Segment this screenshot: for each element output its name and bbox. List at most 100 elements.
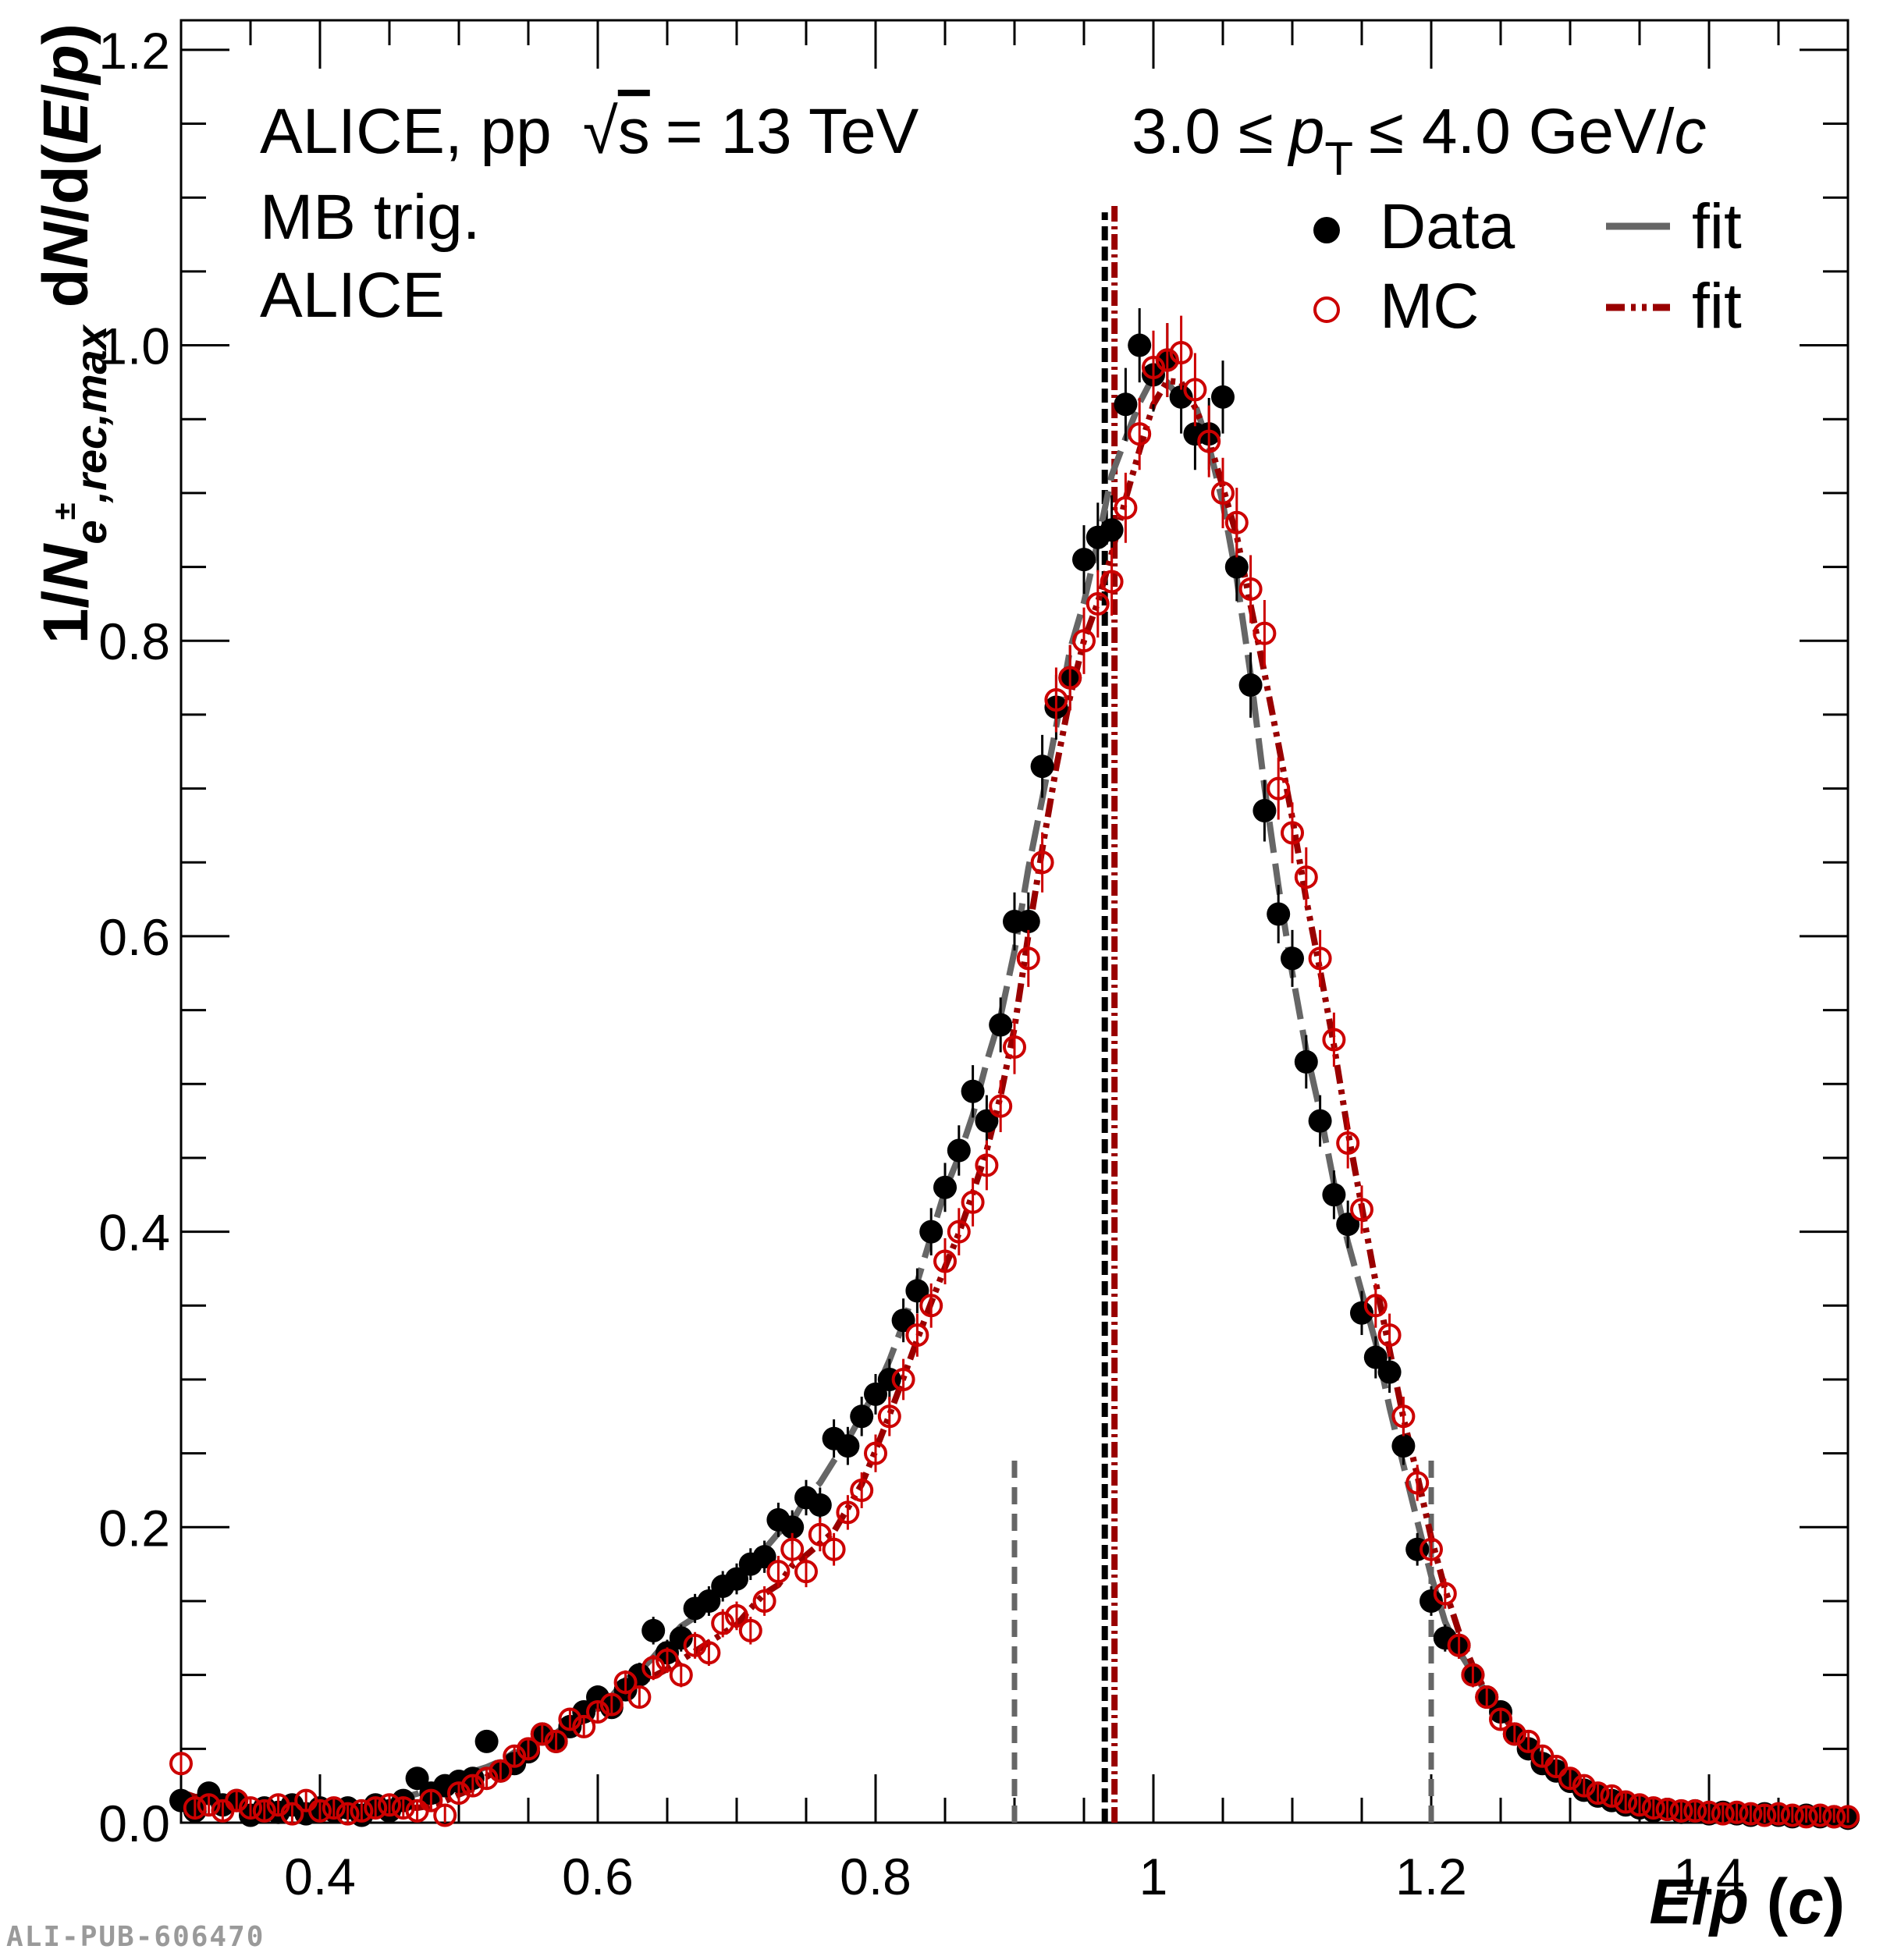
mc-point [1655,1797,1679,1821]
mc-point [489,1759,513,1783]
mc-point [1169,341,1193,365]
x-tick-label: 0.6 [562,1848,634,1905]
data-point [474,1729,499,1753]
mc-point [460,1774,485,1798]
mc-point [1336,1131,1360,1156]
data-point [1016,910,1040,933]
mc-point [822,1537,846,1561]
data-point [1224,555,1249,579]
mc-point [1350,1198,1373,1222]
mc-point [975,1153,999,1177]
mc-point [433,1803,457,1827]
publication-id: ALI-PUB-606470 [6,1921,265,1953]
mc-point [1808,1803,1832,1827]
data-point [1336,1213,1360,1237]
mc-point [669,1663,693,1687]
mc-point [656,1648,679,1672]
mc-point [169,1752,193,1776]
mc-point [1489,1707,1512,1731]
mc-point [308,1798,332,1823]
data-point [905,1279,929,1303]
mc-point [1155,348,1179,372]
mc-point [1739,1802,1763,1826]
mc-point [447,1781,471,1806]
mc-point [1391,1404,1416,1429]
mc-point [503,1744,527,1768]
mc-point [1822,1805,1846,1829]
data-point [850,1404,874,1429]
data-point [933,1175,957,1199]
mc-point [1753,1803,1777,1827]
legend-data-fit-label: fit [1692,191,1742,262]
mc-point [280,1802,304,1826]
mc-point [1697,1800,1721,1824]
mc-point [474,1766,499,1791]
mc-point [1128,422,1152,446]
mc-point [1294,865,1318,889]
mc-point [738,1618,762,1642]
mc-point [1224,510,1249,534]
mc-point [1267,776,1291,801]
mc-point [1142,355,1165,379]
mc-point [1420,1537,1443,1561]
data-point [1377,1360,1402,1384]
mc-point [197,1793,221,1817]
data-point [405,1766,429,1791]
y-tick-label: 1.0 [98,318,170,375]
mc-point [683,1633,707,1657]
mc-point [1030,850,1054,875]
legend-data-label: Data [1380,191,1515,262]
data-point [1030,755,1054,779]
x-tick-label: 1.4 [1673,1848,1745,1905]
y-tick-label: 0.8 [98,612,170,670]
tick-labels: 0.4 0.6 0.8 1 1.2 1.4 0.0 0.2 0.4 0.6 0.8 1.0 1.2 [98,22,1745,1905]
data-point [975,1109,999,1133]
mc-point [391,1796,415,1820]
mc-point [586,1699,609,1724]
mc-point [1086,591,1110,616]
mc-point [1461,1663,1485,1687]
data-point [989,1013,1013,1037]
mc-point [1711,1802,1735,1826]
mc-point [1475,1685,1499,1710]
mc-point [1211,481,1235,505]
mc-point [877,1404,901,1429]
mc-point [891,1367,915,1391]
y-tick-label: 0.4 [98,1204,170,1262]
vertical-reference-lines [1011,204,1434,1823]
annotation-pt-range: 3.0 ≤ pT ≤ 4.0 GeV/c [1132,96,1706,185]
mc-point [378,1793,401,1817]
legend-data-marker [1313,217,1340,243]
data-point [1322,1183,1346,1207]
y-tick-label: 0.0 [98,1795,170,1852]
mc-point [933,1249,957,1273]
mc-point [364,1796,388,1820]
data-point [725,1567,748,1591]
data-point [669,1626,693,1650]
data-point [1169,385,1193,409]
mc-point [239,1796,262,1820]
mc-point [1572,1774,1596,1798]
data-point [1281,946,1304,971]
mc-point [725,1603,748,1628]
legend: Data fit MC fit [1313,191,1742,342]
mc-point [1780,1803,1804,1827]
mc-point [183,1796,207,1820]
mc-point [599,1692,624,1717]
data-point [780,1515,805,1539]
x-tick-label: 0.8 [840,1848,911,1905]
mc-point [322,1796,346,1820]
mc-point [752,1589,776,1613]
mc-point [641,1656,666,1680]
data-point [627,1663,652,1687]
y-tick-label: 1.2 [98,22,170,80]
mc-point [627,1685,652,1710]
legend-mc-marker [1313,296,1340,323]
mc-point [1544,1755,1569,1779]
annotation-collab: ALICE [260,260,445,331]
data-point [947,1138,971,1163]
mc-point [947,1220,971,1244]
annotation-collab-system: ALICE, pp √s = 13 TeV [260,96,919,167]
data-point [1308,1109,1332,1133]
